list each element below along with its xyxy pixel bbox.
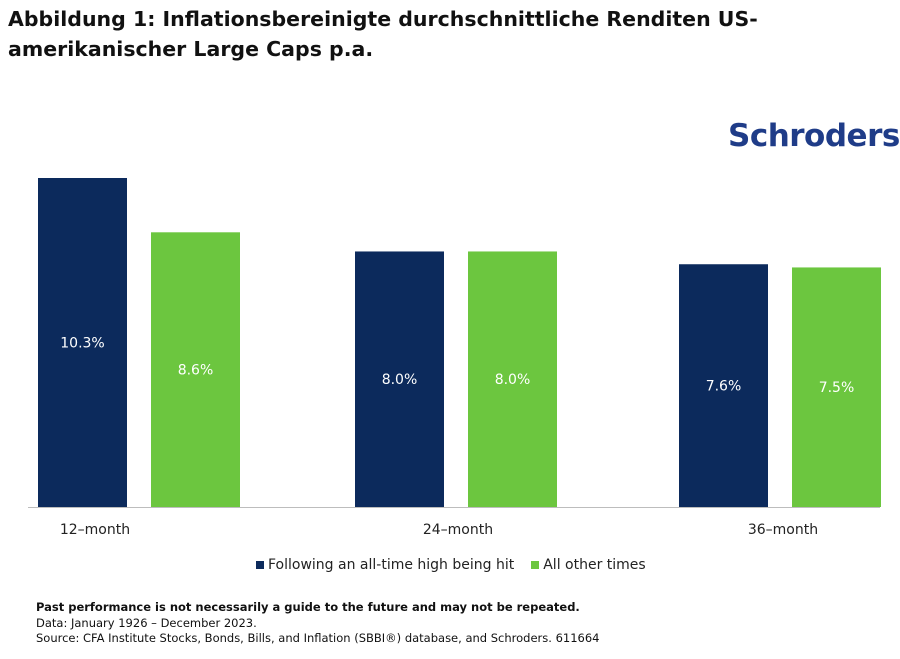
legend-item-ath: Following an all-time high being hit xyxy=(256,557,514,573)
legend-swatch-ath xyxy=(256,561,264,569)
bar-other-2 xyxy=(468,251,557,507)
data-label-ath-3: 7.6% xyxy=(706,379,742,395)
bar-ath-1 xyxy=(38,178,127,507)
legend: Following an all-time high being hit All… xyxy=(256,557,663,573)
bar-chart: 10.3% 8.6% 12–month 8.0% 8.0% 24–month 7.6% 7.5… xyxy=(28,178,881,538)
schroders-logo: Schroders xyxy=(728,118,900,154)
bar-ath-2 xyxy=(355,251,444,507)
data-label-other-1: 8.6% xyxy=(178,363,214,379)
data-label-ath-2: 8.0% xyxy=(382,372,418,388)
legend-swatch-other xyxy=(531,561,540,569)
legend-item-other: All other times xyxy=(531,557,646,573)
chart-title: Abbildung 1: Inflationsbereinigte durchs… xyxy=(8,7,758,61)
data-label-other-3: 7.5% xyxy=(819,380,855,396)
bar-ath-3 xyxy=(679,264,768,507)
bar-other-3 xyxy=(792,267,881,507)
x-tick-label-3: 36–month xyxy=(748,522,818,538)
legend-label-ath: Following an all-time high being hit xyxy=(268,557,515,573)
data-label-ath-1: 10.3% xyxy=(60,336,104,352)
footer: Past performance is not necessarily a gu… xyxy=(36,600,599,647)
x-tick-label-1: 12–month xyxy=(60,522,130,538)
disclaimer: Past performance is not necessarily a gu… xyxy=(36,600,580,614)
source: Source: CFA Institute Stocks, Bonds, Bil… xyxy=(36,631,600,645)
x-tick-label-2: 24–month xyxy=(423,522,493,538)
bar-other-1 xyxy=(151,232,240,507)
data-period: Data: January 1926 – December 2023. xyxy=(36,615,257,630)
legend-label-other: All other times xyxy=(543,557,646,573)
data-label-other-2: 8.0% xyxy=(495,372,531,388)
